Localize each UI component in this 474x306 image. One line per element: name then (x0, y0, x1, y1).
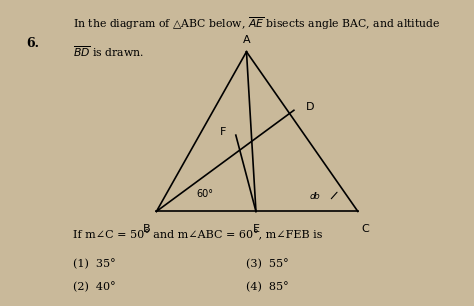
Text: A: A (243, 35, 250, 45)
Text: (4)  85°: (4) 85° (246, 282, 289, 292)
Text: D: D (306, 102, 314, 112)
Text: (3)  55°: (3) 55° (246, 259, 289, 269)
Text: $d\!b$: $d\!b$ (310, 190, 321, 201)
Text: 60°: 60° (197, 189, 214, 199)
Text: B: B (143, 224, 151, 234)
Text: C: C (361, 224, 369, 234)
Text: If m∠C = 50° and m∠ABC = 60°, m∠FEB is: If m∠C = 50° and m∠ABC = 60°, m∠FEB is (73, 230, 323, 240)
Text: F: F (220, 127, 227, 136)
Text: (1)  35°: (1) 35° (73, 259, 116, 269)
Text: E: E (253, 224, 259, 234)
Text: (2)  40°: (2) 40° (73, 282, 116, 292)
Text: In the diagram of △ABC below, $\overline{AE}$ bisects angle BAC, and altitude: In the diagram of △ABC below, $\overline… (73, 15, 441, 32)
Text: 6.: 6. (26, 37, 39, 50)
Text: $\overline{BD}$ is drawn.: $\overline{BD}$ is drawn. (73, 44, 145, 59)
